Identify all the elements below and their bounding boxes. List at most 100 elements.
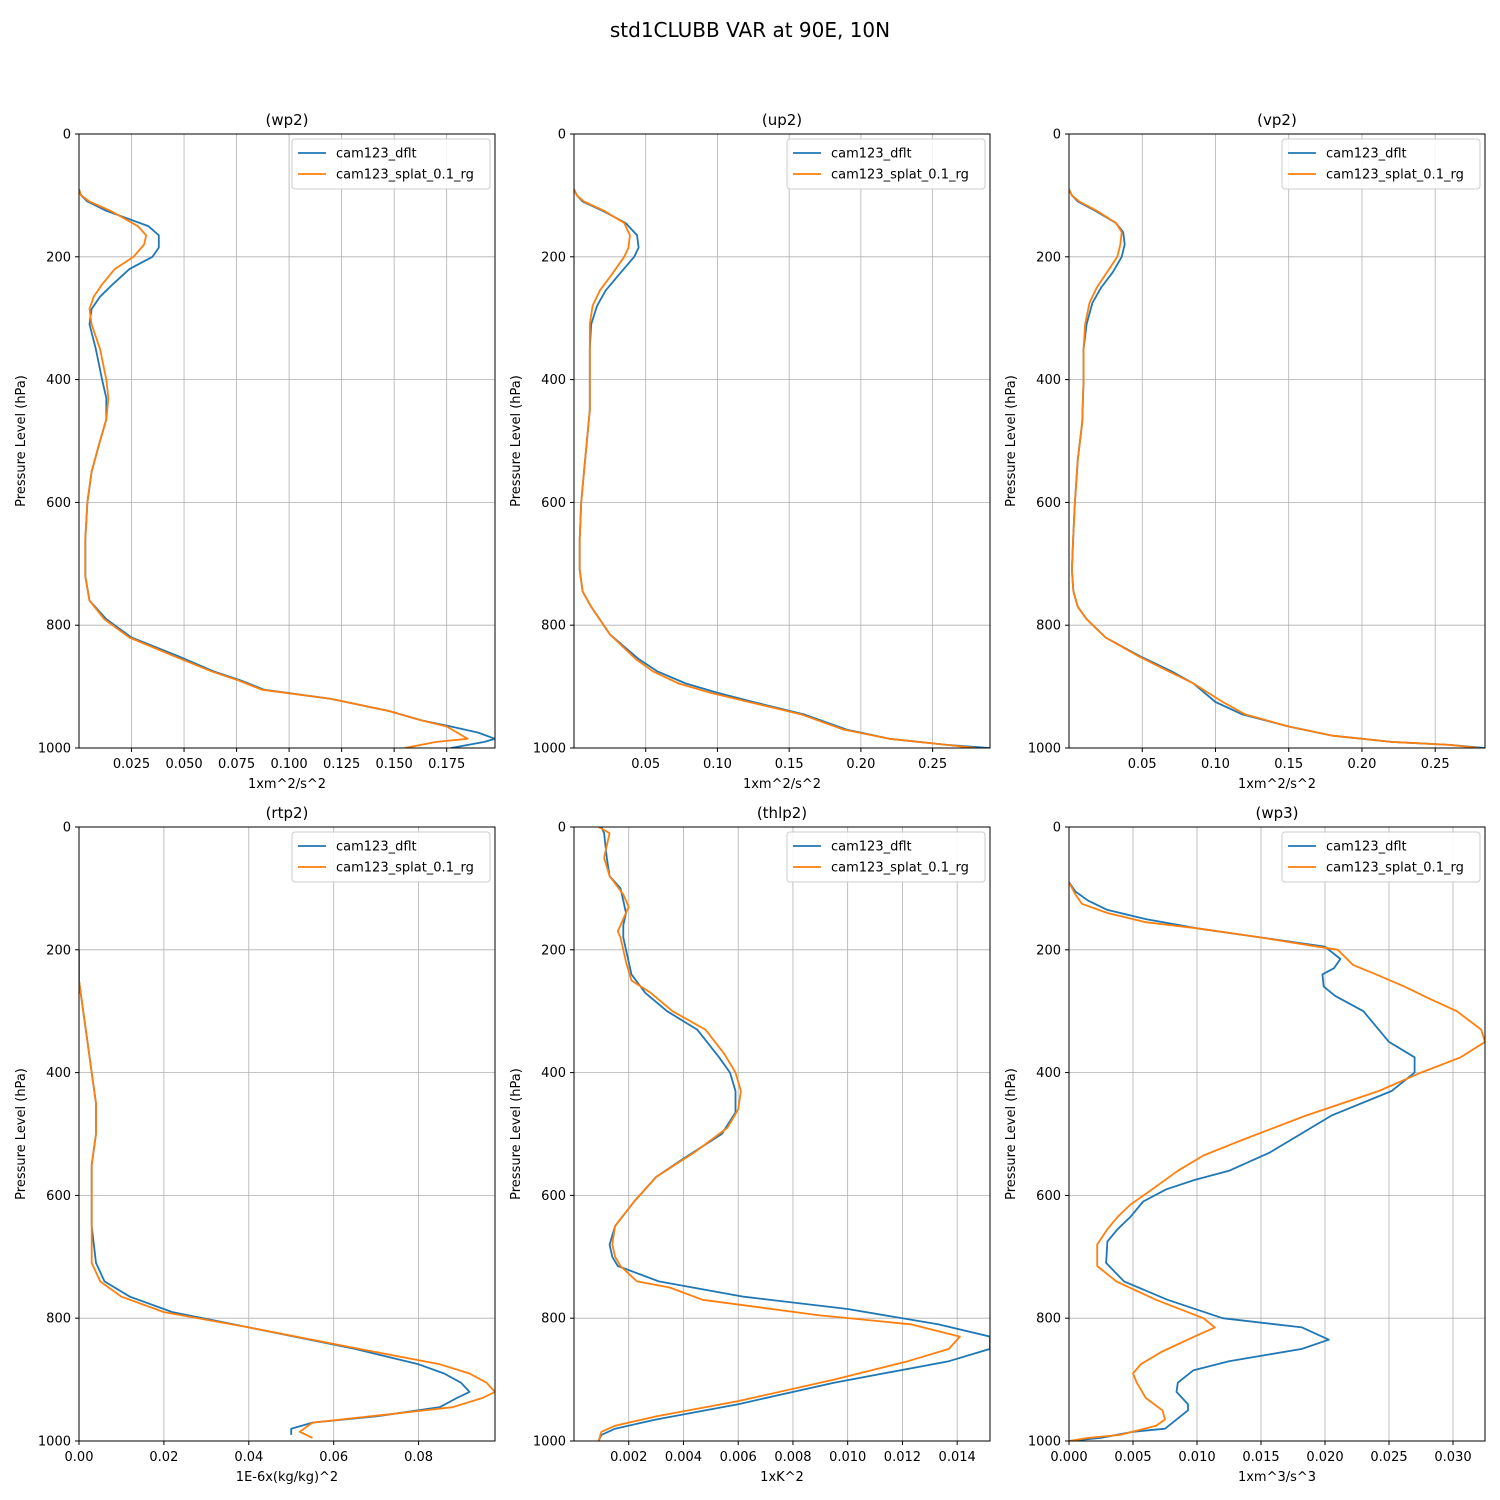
panel-6-x-tick-label: 0.020 bbox=[1306, 1450, 1343, 1465]
panel-5-title: (thlp2) bbox=[757, 804, 807, 822]
panel-6-series-cam123-dflt-line bbox=[1069, 881, 1416, 1441]
panel-6-title: (wp3) bbox=[1255, 804, 1298, 822]
panel-2-y-tick-label: 0 bbox=[558, 128, 566, 143]
panel-3-x-tick-label: 0.10 bbox=[1201, 757, 1230, 772]
panel-5-x-tick-label: 0.002 bbox=[610, 1450, 647, 1465]
panel-4-x-tick-label: 0.08 bbox=[404, 1450, 433, 1465]
panel-1-x-tick-label: 0.125 bbox=[323, 757, 360, 772]
panel-6-x-tick-label: 0.030 bbox=[1434, 1450, 1471, 1465]
panel-6-legend-box bbox=[1281, 831, 1481, 883]
panel-6-legend: cam123_dflt cam123_splat_0.1_rg bbox=[1281, 831, 1481, 883]
panel-2-y-tick-label: 800 bbox=[541, 619, 566, 634]
panel-4-y-tick-label: 0 bbox=[63, 821, 71, 836]
panel-1-series-cam123-splat-0-1-rg-line bbox=[79, 189, 469, 748]
panel-4-x-tick-label: 0.04 bbox=[234, 1450, 263, 1465]
panel-6-x-tick-label: 0.000 bbox=[1050, 1450, 1087, 1465]
panel-4-y-tick-label: 600 bbox=[46, 1189, 71, 1204]
panel-6-x-tick-label: 0.005 bbox=[1114, 1450, 1151, 1465]
panel-1-x-tick-label: 0.100 bbox=[270, 757, 307, 772]
panel-6-legend-entry: cam123_splat_0.1_rg bbox=[1326, 861, 1464, 876]
panel-3-title: (vp2) bbox=[1257, 111, 1297, 129]
panel-4-series-cam123-splat-0-1-rg-line bbox=[79, 949, 495, 1439]
panel-4-y-tick-label: 800 bbox=[46, 1312, 71, 1327]
panel-1-y-tick-label: 200 bbox=[46, 250, 71, 265]
panel-6-y-tick-label: 600 bbox=[1036, 1189, 1061, 1204]
panel-3-x-tick-label: 0.05 bbox=[1128, 757, 1157, 772]
panel-5-y-tick-label: 800 bbox=[541, 1312, 566, 1327]
panel-3-x-tick-label: 0.15 bbox=[1274, 757, 1303, 772]
panel-2-series-cam123-splat-0-1-rg-line bbox=[574, 188, 976, 748]
panel-5-legend-entry: cam123_splat_0.1_rg bbox=[831, 861, 969, 876]
panel-6-axes-frame bbox=[1068, 826, 1486, 1442]
panel-2-axes-frame bbox=[573, 133, 991, 749]
panel-5-axes-frame bbox=[573, 826, 991, 1442]
panel-3-x-tick-label: 0.20 bbox=[1347, 757, 1376, 772]
panel-2-legend: cam123_dflt cam123_splat_0.1_rg bbox=[786, 138, 986, 190]
panel-6-y-axis-label: Pressure Level (hPa) bbox=[1004, 1068, 1019, 1200]
panel-6-y-tick-label: 800 bbox=[1036, 1312, 1061, 1327]
panel-1-y-tick-label: 1000 bbox=[38, 742, 71, 757]
panel-3-x-axis-label: 1xm^2/s^2 bbox=[1238, 777, 1316, 792]
figure-title: std1CLUBB VAR at 90E, 10N bbox=[610, 18, 890, 42]
panel-3-y-axis-label: Pressure Level (hPa) bbox=[1004, 375, 1019, 507]
panel-3-y-tick-label: 800 bbox=[1036, 619, 1061, 634]
panel-1-x-axis-label: 1xm^2/s^2 bbox=[248, 777, 326, 792]
panel-2-y-tick-label: 400 bbox=[541, 373, 566, 388]
panel-4-legend: cam123_dflt cam123_splat_0.1_rg bbox=[291, 831, 491, 883]
panel-3-y-tick-label: 0 bbox=[1053, 128, 1061, 143]
panel-3-y-tick-label: 1000 bbox=[1028, 742, 1061, 757]
panel-5-y-axis-label: Pressure Level (hPa) bbox=[509, 1068, 524, 1200]
panel-3-legend-entry: cam123_splat_0.1_rg bbox=[1326, 168, 1464, 183]
panel-6: 0.000 0.005 0.010 0.015 0.020 0.025 0.030 0 200 4… bbox=[1004, 804, 1486, 1485]
panel-1-x-tick-label: 0.075 bbox=[218, 757, 255, 772]
panel-6-y-tick-label: 1000 bbox=[1028, 1435, 1061, 1450]
panel-2-y-tick-label: 1000 bbox=[533, 742, 566, 757]
panel-1-legend: cam123_dflt cam123_splat_0.1_rg bbox=[291, 138, 491, 190]
panel-5-legend: cam123_dflt cam123_splat_0.1_rg bbox=[786, 831, 986, 883]
panel-1-legend-entry: cam123_splat_0.1_rg bbox=[336, 168, 474, 183]
panel-4-x-tick-label: 0.06 bbox=[319, 1450, 348, 1465]
panel-6-x-tick-label: 0.025 bbox=[1370, 1450, 1407, 1465]
panel-4-legend-entry: cam123_dflt bbox=[336, 840, 417, 855]
panel-6-y-tick-label: 400 bbox=[1036, 1066, 1061, 1081]
panel-4-y-tick-label: 200 bbox=[46, 943, 71, 958]
panel-4-x-axis-label: 1E-6x(kg/kg)^2 bbox=[236, 1470, 338, 1485]
panel-5: 0.002 0.004 0.006 0.008 0.010 0.012 0.014 0 200 4… bbox=[509, 804, 991, 1485]
panel-4-y-axis-label: Pressure Level (hPa) bbox=[14, 1068, 29, 1200]
panel-5-y-tick-label: 200 bbox=[541, 943, 566, 958]
panel-3-axes-frame bbox=[1068, 133, 1486, 749]
panel-1: 0.025 0.050 0.075 0.100 0.125 0.150 0.175 0 200 4… bbox=[14, 111, 496, 792]
panel-6-x-tick-label: 0.010 bbox=[1178, 1450, 1215, 1465]
panel-2-y-axis-label: Pressure Level (hPa) bbox=[509, 375, 524, 507]
panel-6-y-tick-label: 0 bbox=[1053, 821, 1061, 836]
panel-2-x-tick-label: 0.25 bbox=[918, 757, 947, 772]
panel-2-x-tick-label: 0.05 bbox=[631, 757, 660, 772]
panel-3: 0.05 0.10 0.15 0.20 0.25 0 200 400 600 800 1000 (vp… bbox=[1004, 111, 1486, 792]
panel-6-legend-entry: cam123_dflt bbox=[1326, 840, 1407, 855]
panel-5-legend-box bbox=[786, 831, 986, 883]
panel-5-x-tick-label: 0.006 bbox=[720, 1450, 757, 1465]
panel-1-y-tick-label: 600 bbox=[46, 496, 71, 511]
panel-4-x-tick-label: 0.02 bbox=[149, 1450, 178, 1465]
panel-5-legend-entry: cam123_dflt bbox=[831, 840, 912, 855]
panel-1-axes-frame bbox=[78, 133, 496, 749]
panel-2-y-tick-label: 200 bbox=[541, 250, 566, 265]
panel-5-x-tick-label: 0.012 bbox=[884, 1450, 921, 1465]
panel-4-legend-box bbox=[291, 831, 491, 883]
panel-2-x-axis-label: 1xm^2/s^2 bbox=[743, 777, 821, 792]
panel-5-y-tick-label: 600 bbox=[541, 1189, 566, 1204]
panel-5-x-tick-label: 0.008 bbox=[774, 1450, 811, 1465]
panel-3-series-cam123-splat-0-1-rg-line bbox=[1069, 188, 1480, 748]
panel-3-y-tick-label: 400 bbox=[1036, 373, 1061, 388]
panel-1-y-tick-label: 400 bbox=[46, 373, 71, 388]
panel-2-legend-entry: cam123_dflt bbox=[831, 147, 912, 162]
panel-3-x-tick-label: 0.25 bbox=[1421, 757, 1450, 772]
panel-6-y-tick-label: 200 bbox=[1036, 943, 1061, 958]
panel-6-series-cam123-splat-0-1-rg-line bbox=[1069, 881, 1485, 1441]
panel-3-y-tick-label: 200 bbox=[1036, 250, 1061, 265]
panel-4-y-tick-label: 1000 bbox=[38, 1435, 71, 1450]
panel-4: 0.00 0.02 0.04 0.06 0.08 0 200 400 600 800 1000 (rt… bbox=[14, 804, 496, 1485]
panel-2-legend-box bbox=[786, 138, 986, 190]
